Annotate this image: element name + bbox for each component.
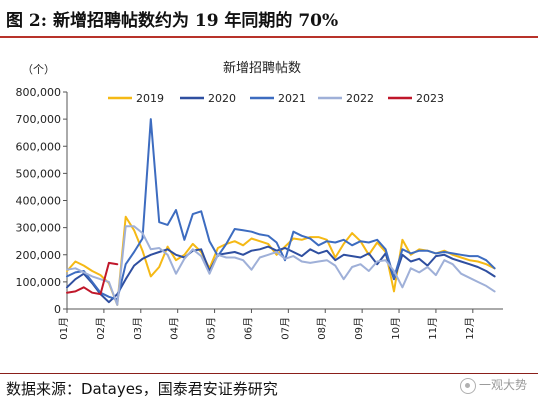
y-tick-label: 100,000 [16, 276, 62, 289]
y-tick-label: 700,000 [16, 113, 62, 126]
legend-label-2022: 2022 [346, 92, 374, 105]
watermark-text: 一观大势 [479, 378, 528, 392]
title-rule [0, 36, 538, 38]
y-tick-label: 400,000 [16, 195, 62, 208]
x-axis: 01月 02月 03月 04月 05月 06月 07月 08月 09月 10月 11月 12月 [58, 308, 503, 340]
x-tick-label: 09月 [353, 317, 365, 340]
x-tick-label: 02月 [95, 317, 107, 340]
y-tick-label: 500,000 [16, 167, 62, 180]
eye-icon [460, 377, 476, 394]
legend-label-2023: 2023 [416, 92, 444, 105]
series-line-2021 [66, 118, 496, 301]
x-tick-label: 03月 [132, 317, 144, 340]
legend-label-2021: 2021 [278, 92, 306, 105]
series-line-2022 [66, 225, 496, 306]
y-tick-label: 300,000 [16, 222, 62, 235]
legend: 2019 2020 2021 2022 2023 [108, 92, 444, 105]
figure-title: 图 2: 新增招聘帖数约为 19 年同期的 70% [6, 11, 339, 31]
x-tick-label: 11月 [427, 317, 439, 340]
plot-area [66, 118, 496, 306]
source-note: 数据来源：Datayes，国泰君安证券研究 [6, 380, 278, 398]
y-axis: 0 100,000 200,000 300,000 400,000 500,000 600,… [16, 86, 68, 316]
x-tick-label: 01月 [58, 317, 70, 340]
x-tick-label: 12月 [464, 317, 476, 340]
x-tick-label: 10月 [390, 317, 402, 340]
y-tick-label: 600,000 [16, 140, 62, 153]
legend-label-2020: 2020 [208, 92, 236, 105]
x-tick-label: 05月 [206, 317, 218, 340]
x-tick-label: 07月 [279, 317, 291, 340]
watermark: 一观大势 [460, 376, 527, 394]
legend-label-2019: 2019 [136, 92, 164, 105]
x-tick-label: 04月 [169, 317, 181, 340]
y-tick-label: 0 [54, 303, 61, 316]
y-unit-label: （个） [22, 63, 55, 76]
line-chart: 新增招聘帖数 （个） 2019 2020 2021 2022 2023 0 100,000… [16, 60, 503, 340]
y-tick-label: 200,000 [16, 249, 62, 262]
footer-rule [0, 373, 538, 374]
series-line-2023 [66, 261, 119, 296]
y-tick-label: 800,000 [16, 86, 62, 99]
x-tick-label: 06月 [242, 317, 254, 340]
x-tick-label: 08月 [316, 317, 328, 340]
chart-title: 新增招聘帖数 [223, 60, 301, 76]
